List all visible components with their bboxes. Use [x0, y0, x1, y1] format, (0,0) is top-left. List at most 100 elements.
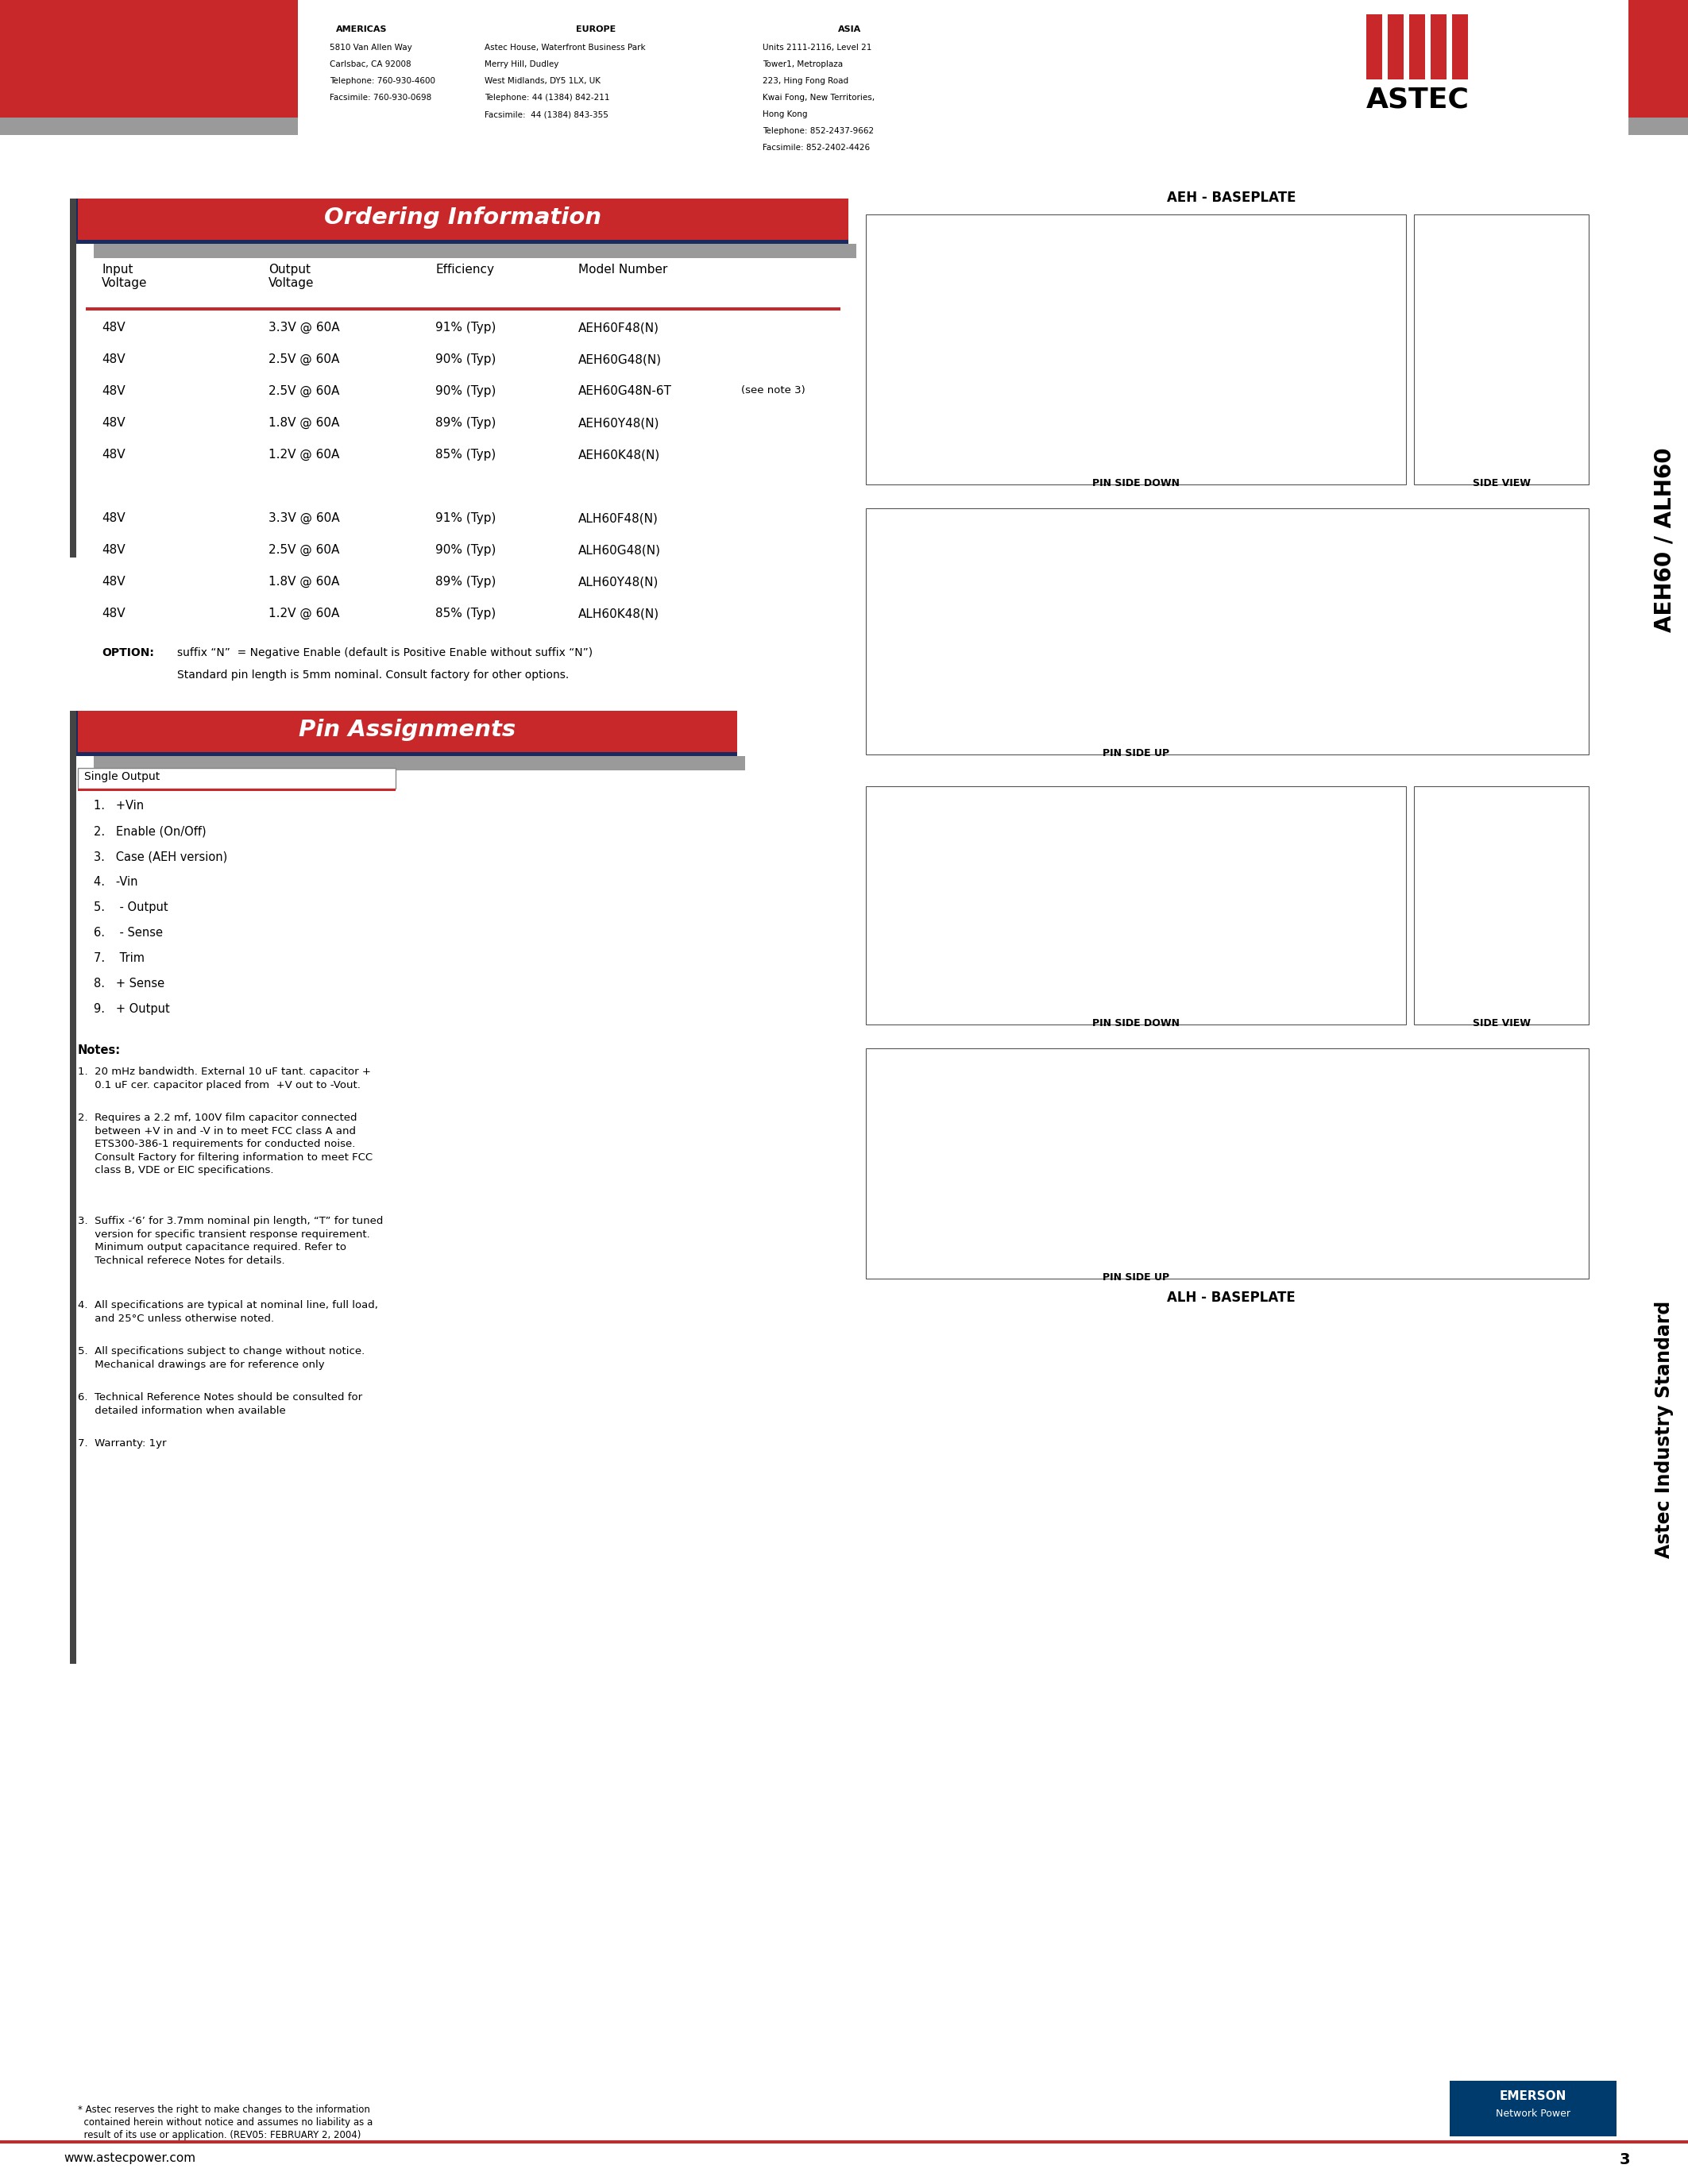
Text: 3: 3: [1619, 2151, 1631, 2167]
Text: AEH60 / ALH60: AEH60 / ALH60: [1653, 448, 1674, 633]
Text: 48V: 48V: [101, 354, 125, 365]
Text: 90% (Typ): 90% (Typ): [436, 544, 496, 557]
Bar: [0, 0, 297, 118]
Text: Carlsbac, CA 92008: Carlsbac, CA 92008: [329, 61, 412, 68]
Text: Single Output: Single Output: [84, 771, 160, 782]
Text: Telephone: 760-930-4600: Telephone: 760-930-4600: [329, 76, 436, 85]
Text: 90% (Typ): 90% (Typ): [436, 384, 496, 397]
Text: 7.  Warranty: 1yr: 7. Warranty: 1yr: [78, 1439, 167, 1448]
Text: ASIA: ASIA: [839, 26, 861, 33]
Bar: [1366, 15, 1382, 79]
Bar: [86, 308, 841, 310]
Text: 2.5V @ 60A: 2.5V @ 60A: [268, 384, 339, 397]
Text: Tower1, Metroplaza: Tower1, Metroplaza: [763, 61, 842, 68]
Text: 1.2V @ 60A: 1.2V @ 60A: [268, 448, 339, 461]
Text: 6.    - Sense: 6. - Sense: [95, 926, 162, 939]
Bar: [866, 509, 1588, 753]
Text: 6.  Technical Reference Notes should be consulted for
     detailed information : 6. Technical Reference Notes should be c…: [78, 1391, 363, 1415]
Text: Units 2111-2116, Level 21: Units 2111-2116, Level 21: [763, 44, 871, 52]
Text: West Midlands, DY5 1LX, UK: West Midlands, DY5 1LX, UK: [484, 76, 601, 85]
Text: 48V: 48V: [101, 607, 125, 620]
Text: EUROPE: EUROPE: [576, 26, 616, 33]
Text: AEH60G48(N): AEH60G48(N): [579, 354, 662, 365]
Bar: [1415, 214, 1588, 485]
Text: Hong Kong: Hong Kong: [763, 111, 807, 118]
Text: Facsimile: 760-930-0698: Facsimile: 760-930-0698: [329, 94, 432, 103]
Bar: [0, 2140, 1688, 2143]
Text: Astec Industry Standard: Astec Industry Standard: [1654, 1302, 1674, 1559]
Bar: [78, 788, 395, 791]
Text: PIN SIDE DOWN: PIN SIDE DOWN: [1092, 478, 1180, 489]
Text: AMERICAS: AMERICAS: [336, 26, 387, 33]
Text: 89% (Typ): 89% (Typ): [436, 417, 496, 428]
Text: 5.    - Output: 5. - Output: [95, 902, 169, 913]
Text: www.astecpower.com: www.astecpower.com: [64, 2151, 196, 2164]
Text: Astec House, Waterfront Business Park: Astec House, Waterfront Business Park: [484, 44, 645, 52]
Text: PIN SIDE DOWN: PIN SIDE DOWN: [1092, 1018, 1180, 1029]
Text: ASTEC: ASTEC: [1366, 85, 1470, 114]
Text: EMERSON: EMERSON: [1499, 2090, 1566, 2103]
Text: ALH - BASEPLATE: ALH - BASEPLATE: [1166, 1291, 1295, 1304]
Text: ALH60F48(N): ALH60F48(N): [579, 513, 658, 524]
Text: AEH - BASEPLATE: AEH - BASEPLATE: [1166, 190, 1296, 205]
Text: 1.   +Vin: 1. +Vin: [95, 799, 143, 812]
Text: PIN SIDE UP: PIN SIDE UP: [1102, 749, 1170, 758]
Text: AEH60Y48(N): AEH60Y48(N): [579, 417, 660, 428]
Bar: [866, 214, 1406, 485]
Text: 1.8V @ 60A: 1.8V @ 60A: [268, 577, 339, 587]
Text: (see note 3): (see note 3): [741, 384, 805, 395]
Text: 2.  Requires a 2.2 mf, 100V film capacitor connected
     between +V in and -V i: 2. Requires a 2.2 mf, 100V film capacito…: [78, 1112, 373, 1175]
Text: Merry Hill, Dudley: Merry Hill, Dudley: [484, 61, 559, 68]
Bar: [0, 2140, 1688, 2184]
Text: 48V: 48V: [101, 321, 125, 334]
Text: 2.   Enable (On/Off): 2. Enable (On/Off): [95, 826, 206, 836]
Bar: [866, 1048, 1588, 1278]
Text: 85% (Typ): 85% (Typ): [436, 448, 496, 461]
Bar: [78, 710, 738, 751]
Text: AEH60G48N-6T: AEH60G48N-6T: [579, 384, 672, 397]
Text: 9.   + Output: 9. + Output: [95, 1002, 170, 1016]
Text: Facsimile:  44 (1384) 843-355: Facsimile: 44 (1384) 843-355: [484, 111, 608, 118]
Bar: [1431, 15, 1447, 79]
Text: 48V: 48V: [101, 417, 125, 428]
Text: 1.8V @ 60A: 1.8V @ 60A: [268, 417, 339, 428]
Bar: [1409, 15, 1425, 79]
Text: 3.  Suffix -‘6’ for 3.7mm nominal pin length, “T” for tuned
     version for spe: 3. Suffix -‘6’ for 3.7mm nominal pin len…: [78, 1216, 383, 1265]
Text: Standard pin length is 5mm nominal. Consult factory for other options.: Standard pin length is 5mm nominal. Cons…: [177, 670, 569, 681]
Bar: [866, 786, 1406, 1024]
Text: Ordering Information: Ordering Information: [324, 207, 601, 229]
Text: 48V: 48V: [101, 544, 125, 557]
Text: Model Number: Model Number: [579, 264, 667, 275]
Text: 3.3V @ 60A: 3.3V @ 60A: [268, 321, 339, 334]
Bar: [69, 199, 76, 557]
Bar: [1629, 118, 1688, 135]
Text: ALH60K48(N): ALH60K48(N): [579, 607, 660, 620]
Bar: [1415, 786, 1588, 1024]
Text: Notes:: Notes:: [78, 1044, 122, 1057]
Text: Input
Voltage: Input Voltage: [101, 264, 147, 290]
Text: 5.  All specifications subject to change without notice.
     Mechanical drawing: 5. All specifications subject to change …: [78, 1345, 365, 1369]
Text: 5810 Van Allen Way: 5810 Van Allen Way: [329, 44, 412, 52]
Bar: [69, 199, 849, 245]
Text: 2.5V @ 60A: 2.5V @ 60A: [268, 354, 339, 365]
Text: 91% (Typ): 91% (Typ): [436, 513, 496, 524]
Text: Telephone: 44 (1384) 842-211: Telephone: 44 (1384) 842-211: [484, 94, 609, 103]
Text: Telephone: 852-2437-9662: Telephone: 852-2437-9662: [763, 127, 874, 135]
Text: suffix “N”  = Negative Enable (default is Positive Enable without suffix “N”): suffix “N” = Negative Enable (default is…: [177, 646, 592, 657]
Bar: [1629, 0, 1688, 118]
Text: AEH60K48(N): AEH60K48(N): [579, 448, 660, 461]
Text: 4.   -Vin: 4. -Vin: [95, 876, 138, 889]
Bar: [1452, 15, 1469, 79]
Text: Pin Assignments: Pin Assignments: [299, 719, 517, 740]
Text: 2.5V @ 60A: 2.5V @ 60A: [268, 544, 339, 557]
Text: 3.   Case (AEH version): 3. Case (AEH version): [95, 850, 228, 863]
Bar: [69, 710, 76, 1664]
Bar: [78, 199, 849, 240]
Text: SIDE VIEW: SIDE VIEW: [1472, 1018, 1531, 1029]
Bar: [69, 710, 738, 756]
Text: 48V: 48V: [101, 448, 125, 461]
Text: 8.   + Sense: 8. + Sense: [95, 978, 164, 989]
Bar: [297, 0, 1629, 135]
Text: Kwai Fong, New Territories,: Kwai Fong, New Territories,: [763, 94, 874, 103]
Text: ALH60G48(N): ALH60G48(N): [579, 544, 662, 557]
